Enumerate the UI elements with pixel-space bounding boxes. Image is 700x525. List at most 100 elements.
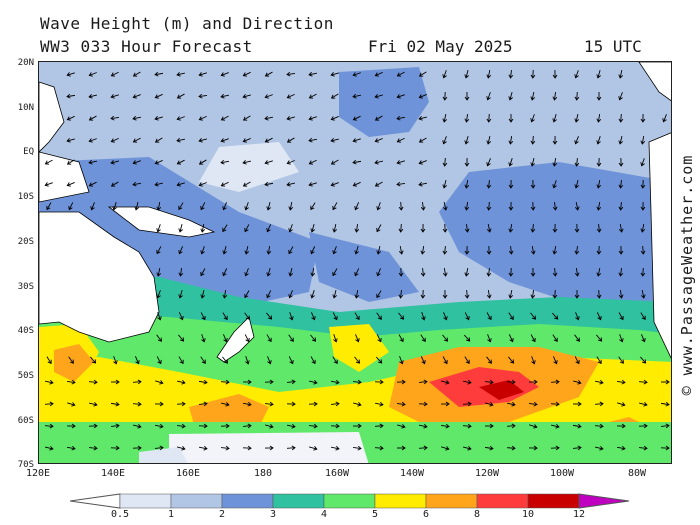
wave-arrowhead xyxy=(134,206,140,211)
wave-arrowhead xyxy=(137,401,142,407)
wave-arrowhead xyxy=(88,182,94,187)
wave-arrowhead xyxy=(352,93,357,99)
wave-arrow xyxy=(333,246,337,254)
wave-arrowhead xyxy=(157,316,162,321)
wave-arrowhead xyxy=(621,379,626,385)
wave-arrowhead xyxy=(310,272,316,277)
wave-arrow xyxy=(244,312,250,320)
wave-arrow xyxy=(375,71,383,77)
wave-arrow xyxy=(641,223,645,233)
wave-arrowhead xyxy=(132,72,138,77)
wave-arrowhead xyxy=(132,138,138,143)
wave-arrowhead xyxy=(154,181,159,187)
credit-watermark: © www.PassageWeather.com xyxy=(676,150,698,400)
wave-arrow xyxy=(531,158,535,166)
wave-arrowhead xyxy=(225,423,230,429)
wave-arrowhead xyxy=(464,96,470,101)
wave-arrowhead xyxy=(93,445,98,451)
wave-arrowhead xyxy=(374,94,379,99)
wave-arrowhead xyxy=(418,115,423,121)
wave-arrowhead xyxy=(376,250,382,255)
wave-arrowhead xyxy=(464,294,470,299)
wave-arrow xyxy=(418,381,428,383)
wave-arrow xyxy=(484,381,494,383)
wave-arrow xyxy=(508,356,514,364)
wave-arrow xyxy=(110,116,120,120)
wave-arrowhead xyxy=(154,71,159,77)
scale-label: 6 xyxy=(422,509,430,520)
wave-band-6m xyxy=(54,344,94,382)
wave-arrowhead xyxy=(264,181,269,187)
wave-arrowhead xyxy=(91,359,97,364)
wave-arrow xyxy=(375,138,383,142)
wave-arrowhead xyxy=(641,338,646,343)
wave-arrow xyxy=(91,202,95,210)
wave-arrowhead xyxy=(398,206,404,211)
wave-arrowhead xyxy=(313,401,318,407)
wave-arrow xyxy=(286,447,296,449)
wave-arrowhead xyxy=(508,294,514,299)
scale-label: 8 xyxy=(473,509,481,520)
wave-arrow xyxy=(288,246,294,254)
wave-arrowhead xyxy=(530,294,536,299)
wave-direction-arrows xyxy=(44,69,670,451)
wave-arrow xyxy=(554,201,556,211)
wave-arrow xyxy=(201,290,205,298)
wave-arrowhead xyxy=(154,116,159,121)
wave-arrow xyxy=(619,136,623,144)
wave-arrow xyxy=(289,201,293,211)
wave-arrow xyxy=(113,202,117,210)
wave-arrowhead xyxy=(665,401,670,407)
wave-arrowhead xyxy=(596,74,601,79)
wave-arrowhead xyxy=(486,272,492,277)
wave-arrowhead xyxy=(223,315,228,321)
wave-arrowhead xyxy=(552,140,558,145)
wave-arrow xyxy=(486,356,492,364)
wave-arrowhead xyxy=(445,423,450,429)
wave-arrowhead xyxy=(508,74,514,79)
wave-arrow xyxy=(618,312,624,320)
wave-arrow xyxy=(242,402,252,406)
wave-arrowhead xyxy=(421,337,426,342)
wave-arrow xyxy=(111,71,119,77)
wave-arrowhead xyxy=(486,74,492,79)
wave-arrow xyxy=(641,135,645,145)
wave-arrowhead xyxy=(575,359,580,365)
wave-arrow xyxy=(331,182,339,186)
wave-arrowhead xyxy=(640,294,646,299)
wave-arrowhead xyxy=(486,294,492,299)
wave-arrowhead xyxy=(577,380,582,385)
wave-arrowhead xyxy=(247,379,252,385)
wave-arrowhead xyxy=(530,118,535,123)
wave-arrowhead xyxy=(423,423,428,429)
wave-arrowhead xyxy=(176,160,182,165)
wave-arrow xyxy=(287,137,295,143)
wave-arrow xyxy=(487,69,491,79)
wave-arrowhead xyxy=(330,160,336,165)
wave-arrow xyxy=(309,446,317,450)
wave-arrow xyxy=(553,180,557,188)
map-canvas xyxy=(39,62,671,463)
wave-arrow xyxy=(288,334,294,342)
wave-arrow xyxy=(157,312,161,320)
wave-arrow xyxy=(244,334,250,342)
wave-arrow xyxy=(222,312,228,320)
wave-arrowhead xyxy=(266,293,271,299)
wave-arrowhead xyxy=(533,424,538,429)
wave-arrowhead xyxy=(577,445,582,451)
wave-arrow xyxy=(397,71,405,77)
wave-arrowhead xyxy=(376,206,381,211)
lat-label: 50S xyxy=(17,371,34,381)
wave-arrowhead xyxy=(44,160,50,165)
wave-arrowhead xyxy=(486,162,491,167)
wave-arrowhead xyxy=(643,423,648,429)
scale-label: 2 xyxy=(218,509,226,520)
wave-arrowhead xyxy=(49,445,54,451)
wave-arrow xyxy=(111,137,119,143)
wave-arrow xyxy=(442,334,448,342)
wave-arrowhead xyxy=(222,227,227,233)
wave-arrowhead xyxy=(552,184,557,189)
wave-arrow xyxy=(444,157,446,167)
wave-arrowhead xyxy=(467,401,472,407)
australia-land xyxy=(39,211,160,343)
